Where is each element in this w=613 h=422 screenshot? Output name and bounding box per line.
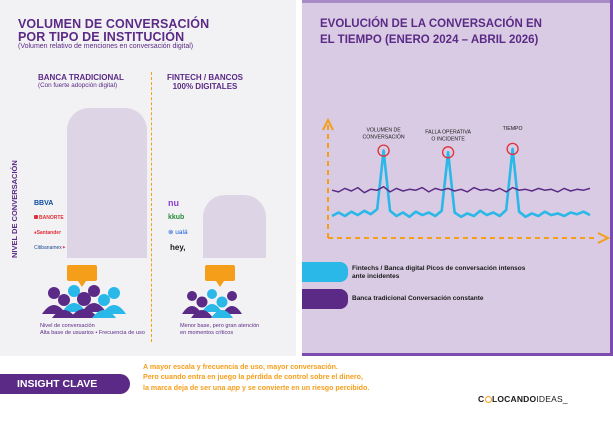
peak-marker	[377, 144, 390, 157]
col-traditional-sub: (Con fuerte adopción digital)	[38, 82, 118, 89]
logo-uala: ⊗ ualá	[168, 229, 188, 236]
bar-traditional	[67, 108, 147, 258]
x-axis-arrow-icon	[597, 232, 611, 244]
peak-marker	[506, 142, 519, 156]
speech-bubble-icon	[205, 265, 235, 287]
logo-santander: ♦Santander	[34, 230, 62, 236]
legend-fintech: Fintechs / Banca digital Picos de conver…	[352, 265, 526, 280]
caption-digital: Menor base, pero gran atención en moment…	[180, 323, 260, 336]
series-traditional-line	[331, 185, 591, 194]
logo-hey: hey,	[170, 243, 186, 252]
logo-klar: kkub	[168, 214, 185, 221]
peak-marker	[441, 146, 455, 159]
left-title: VOLUMEN DE CONVERSACIÓN POR TIPO DE INST…	[18, 17, 210, 44]
peak-label: VOLUMEN DE	[366, 128, 401, 134]
logo-bbva: BBVA	[34, 200, 54, 207]
column-divider	[151, 72, 152, 342]
y-axis-arrow-icon	[322, 117, 334, 131]
peak-label: TIEMPO	[503, 126, 523, 132]
small-group-people-icon	[182, 289, 242, 318]
logo-citibanamex: Citibanamex✦	[34, 245, 66, 251]
caption-traditional: Nivel de conversación Alta base de usuar…	[40, 323, 145, 336]
large-group-people-icon	[42, 285, 126, 318]
y-axis-label: NIVEL DE CONVERSACIÓN	[10, 160, 19, 258]
legend-swatch-fintech	[302, 262, 348, 282]
peak-label: O INCIDENTE	[431, 136, 465, 142]
logo-ring-icon	[484, 395, 492, 403]
peak-label: FALLA OPERATIVA	[425, 129, 471, 135]
logo-nu: nu	[168, 198, 179, 208]
right-panel	[302, 0, 613, 356]
right-title: EVOLUCIÓN DE LA CONVERSACIÓN EN EL TIEMP…	[320, 18, 542, 46]
legend-swatch-traditional	[302, 289, 348, 309]
insight-text: A mayor escala y frecuencia de uso, mayo…	[143, 363, 370, 392]
brand-logo: C LOCANDOIDEAS_	[478, 394, 568, 404]
logo-banorte: BANORTE	[34, 215, 64, 221]
insight-badge: INSIGHT CLAVE	[0, 374, 130, 394]
peak-label: CONVERSACIÓN	[363, 134, 405, 141]
legend-traditional: Banca tradicional Conversación constante	[352, 295, 484, 302]
series-fintech-line	[331, 147, 591, 219]
bar-digital	[203, 195, 266, 258]
col-digital-title: FINTECH / BANCOS 100% DIGITALES	[167, 73, 243, 91]
col-traditional-title: BANCA TRADICIONAL	[38, 73, 124, 82]
left-subtitle: (Volumen relativo de menciones en conver…	[18, 43, 194, 50]
speech-bubble-icon	[67, 265, 97, 287]
